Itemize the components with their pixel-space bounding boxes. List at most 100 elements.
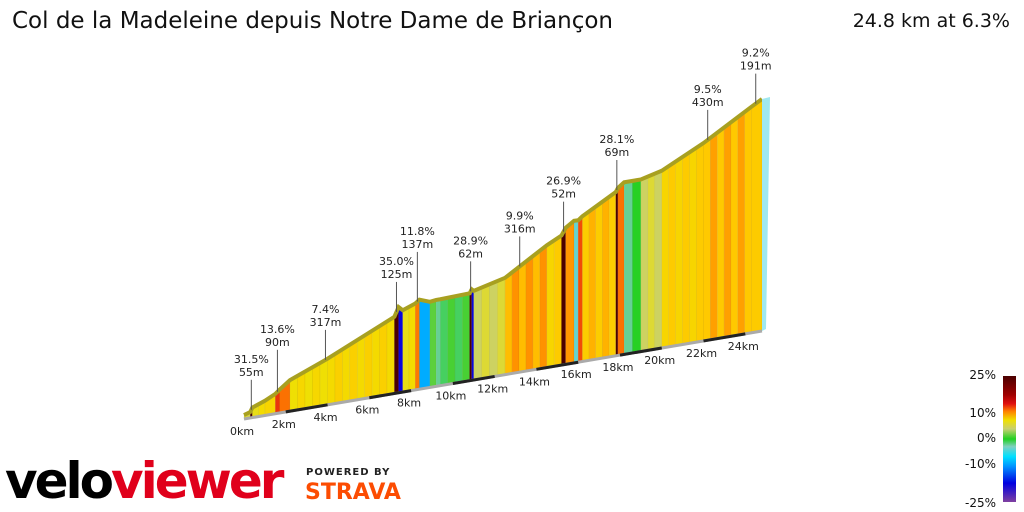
gradient-legend: 25% 10% 0% -10% -25% bbox=[950, 368, 1024, 510]
gradient-segment bbox=[654, 170, 662, 350]
gradient-segment bbox=[716, 126, 725, 339]
annotation-length: 316m bbox=[504, 222, 536, 235]
gradient-segment bbox=[408, 303, 416, 392]
annotation-length: 69m bbox=[604, 146, 629, 159]
gradient-segment bbox=[402, 306, 410, 393]
gradient-segment bbox=[440, 297, 448, 386]
legend-tick: 10% bbox=[969, 406, 996, 420]
annotation-length: 52m bbox=[551, 188, 576, 201]
axis-band bbox=[536, 360, 579, 371]
gradient-segment bbox=[632, 179, 642, 354]
legend-tick: -10% bbox=[964, 457, 996, 471]
gradient-color-bar bbox=[1003, 376, 1016, 502]
gradient-segment bbox=[561, 227, 566, 366]
gradient-segment bbox=[661, 165, 669, 349]
annotation-grade: 28.1% bbox=[599, 133, 634, 146]
x-tick-label: 8km bbox=[397, 397, 421, 410]
x-tick-label: 12km bbox=[477, 382, 508, 395]
gradient-segment bbox=[565, 220, 575, 365]
gradient-segment bbox=[371, 325, 380, 398]
gradient-segment bbox=[615, 187, 619, 357]
gradient-segment bbox=[577, 215, 583, 363]
gradient-segment bbox=[473, 287, 482, 381]
powered-by-label: POWERED BY bbox=[306, 467, 391, 478]
gradient-segment bbox=[640, 176, 649, 352]
gradient-segment bbox=[471, 288, 475, 381]
gradient-segment bbox=[312, 362, 321, 408]
axis-band bbox=[369, 389, 412, 400]
gradient-segment bbox=[504, 271, 513, 375]
gradient-segment bbox=[539, 244, 548, 370]
x-tick-label: 0km bbox=[230, 425, 254, 438]
gradient-segment bbox=[617, 181, 625, 356]
annotation-grade: 31.5% bbox=[234, 353, 269, 366]
distance-axis bbox=[243, 329, 763, 421]
gradient-segment bbox=[689, 147, 697, 344]
x-tick-label: 24km bbox=[728, 340, 759, 353]
gradient-segment bbox=[602, 196, 610, 359]
veloviewer-logo[interactable]: veloviewer bbox=[5, 452, 284, 510]
annotation-grade: 28.9% bbox=[453, 234, 488, 247]
gradient-segment bbox=[462, 293, 470, 383]
gradient-segment bbox=[703, 137, 711, 342]
axis-band bbox=[285, 403, 328, 414]
gradient-segment bbox=[419, 299, 431, 390]
annotation-length: 55m bbox=[239, 366, 264, 379]
gradient-segment bbox=[489, 280, 498, 378]
x-tick-label: 16km bbox=[561, 368, 592, 381]
route-title: Col de la Madeleine depuis Notre Dame de… bbox=[12, 8, 613, 34]
gradient-segment bbox=[751, 98, 763, 334]
annotation-grade: 11.8% bbox=[400, 225, 435, 238]
legend-tick: -25% bbox=[964, 496, 996, 510]
profile-end-face bbox=[762, 97, 770, 331]
gradient-segment bbox=[573, 220, 579, 364]
gradient-segment bbox=[623, 180, 633, 355]
axis-band bbox=[452, 374, 495, 385]
annotation-grade: 9.5% bbox=[694, 83, 722, 96]
annotation-grade: 35.0% bbox=[379, 255, 414, 268]
x-tick-label: 10km bbox=[435, 390, 466, 403]
gradient-segment bbox=[588, 206, 596, 361]
annotation-grade: 9.9% bbox=[506, 209, 534, 222]
gradient-segment bbox=[682, 151, 690, 345]
gradient-segment bbox=[730, 116, 739, 337]
legend-tick: 0% bbox=[976, 431, 996, 445]
gradient-segment bbox=[435, 298, 441, 387]
gradient-segment bbox=[608, 191, 617, 358]
gradient-segment bbox=[511, 266, 520, 374]
gradient-segment bbox=[744, 106, 752, 335]
x-tick-label: 20km bbox=[644, 354, 675, 367]
gradient-segment bbox=[319, 358, 328, 407]
gradient-segment bbox=[394, 306, 399, 394]
annotation-grade: 9.2% bbox=[742, 47, 770, 60]
gradient-segment bbox=[386, 316, 395, 396]
gradient-segment bbox=[737, 111, 745, 336]
gradient-segment bbox=[334, 348, 343, 404]
axis-band bbox=[703, 332, 746, 343]
annotation-grade: 7.4% bbox=[311, 303, 339, 316]
x-tick-label: 18km bbox=[602, 361, 633, 374]
gradient-segment bbox=[525, 255, 534, 372]
legend-tick: 25% bbox=[969, 368, 996, 382]
x-tick-label: 4km bbox=[314, 411, 338, 424]
gradient-segment bbox=[696, 142, 704, 343]
gradient-segment bbox=[675, 156, 683, 346]
gradient-segment bbox=[398, 306, 403, 394]
gradient-segment bbox=[327, 353, 336, 406]
annotation-length: 191m bbox=[740, 60, 772, 73]
gradient-segment bbox=[532, 250, 541, 371]
x-tick-label: 6km bbox=[355, 404, 379, 417]
gradient-segment bbox=[379, 321, 388, 397]
gradient-segment bbox=[710, 132, 718, 341]
x-tick-label: 14km bbox=[519, 375, 550, 388]
route-summary: 24.8 km at 6.3% bbox=[852, 10, 1010, 32]
gradient-segment bbox=[447, 296, 456, 385]
annotation-length: 430m bbox=[692, 96, 724, 109]
gradient-segment bbox=[304, 366, 313, 409]
annotation-length: 125m bbox=[381, 268, 413, 281]
gradient-segment bbox=[546, 239, 555, 368]
strava-logo[interactable]: STRAVA bbox=[305, 480, 401, 505]
annotation-length: 137m bbox=[402, 238, 434, 251]
gradient-segment bbox=[518, 260, 527, 373]
annotation-length: 317m bbox=[310, 316, 342, 329]
